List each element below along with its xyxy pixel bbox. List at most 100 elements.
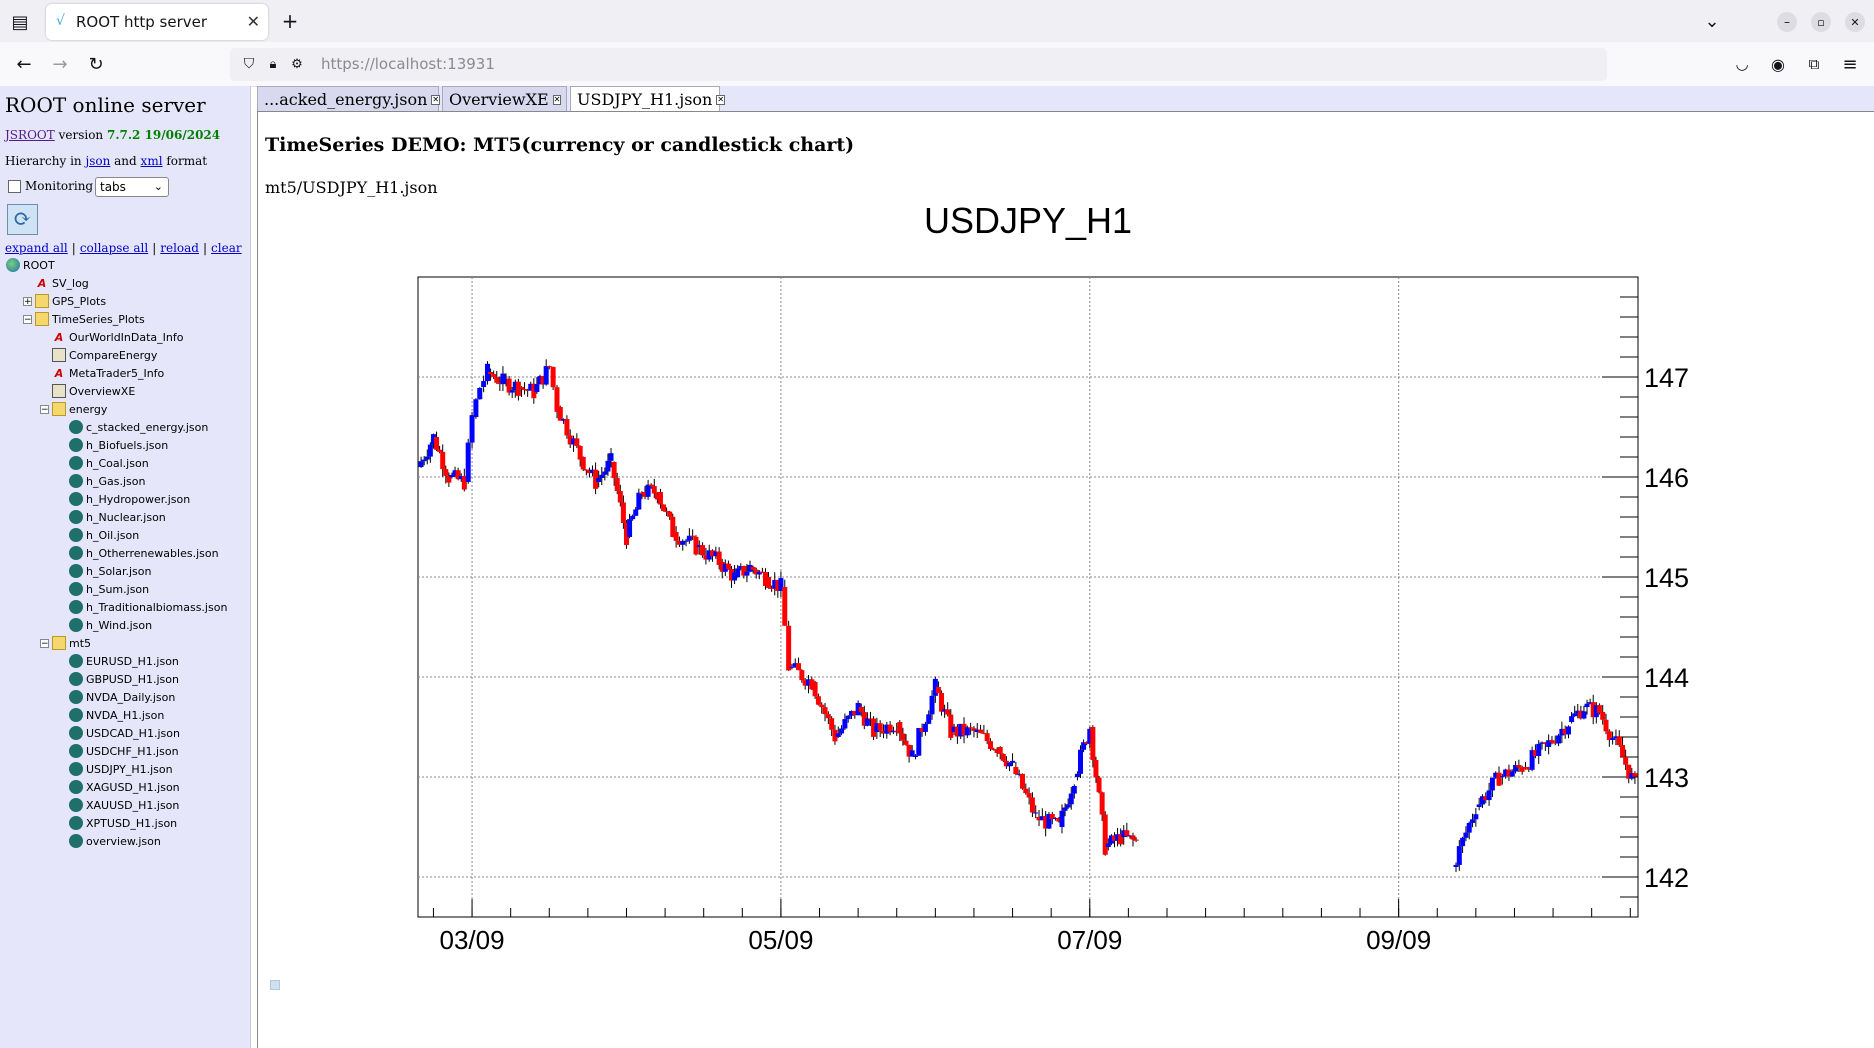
tree-item[interactable]: − mt5 xyxy=(40,634,91,652)
candle-body xyxy=(657,492,663,505)
clear-link[interactable]: clear xyxy=(211,241,242,255)
tree-item[interactable]: A MetaTrader5_Info xyxy=(40,364,165,382)
tree-item[interactable]: + GPS_Plots xyxy=(23,292,106,310)
close-tab-icon[interactable]: ✕ xyxy=(552,94,562,105)
tree-item[interactable]: c_stacked_energy.json xyxy=(57,418,208,436)
tree-item[interactable]: XPTUSD_H1.json xyxy=(57,814,177,832)
collapse-icon[interactable]: − xyxy=(40,638,49,649)
tree-item[interactable]: ROOT xyxy=(6,256,55,274)
root-favicon-icon: √ xyxy=(56,13,65,29)
tree-item[interactable]: − TimeSeries_Plots xyxy=(23,310,145,328)
demo-path: mt5/USDJPY_H1.json xyxy=(265,178,438,197)
tree-item[interactable]: OverviewXE xyxy=(40,382,135,400)
candle-body xyxy=(673,532,679,541)
json-icon xyxy=(69,474,83,488)
candle-body xyxy=(1124,830,1130,836)
restore-icon[interactable]: ▫ xyxy=(1811,12,1831,32)
tree-item[interactable]: overview.json xyxy=(57,832,161,850)
tab-list-icon[interactable]: ▤ xyxy=(11,11,29,33)
new-tab-icon[interactable]: + xyxy=(281,9,299,33)
main-tab[interactable]: USDJPY_H1.json ✕ xyxy=(570,86,726,112)
left-browser-panel: ROOT online server JSROOT version 7.7.2 … xyxy=(0,86,251,1048)
tree-item[interactable]: h_Coal.json xyxy=(57,454,149,472)
tree-item[interactable]: A SV_log xyxy=(23,274,89,292)
close-window-icon[interactable]: ✕ xyxy=(1845,12,1865,32)
minimize-icon[interactable]: – xyxy=(1777,12,1797,32)
tree-item[interactable]: NVDA_H1.json xyxy=(57,706,164,724)
monitoring-checkbox[interactable] xyxy=(8,179,21,193)
main-tab[interactable]: ...acked_energy.json ✕ xyxy=(257,86,441,112)
chevron-down-icon[interactable]: ⌄ xyxy=(1704,10,1720,32)
xml-link[interactable]: xml xyxy=(140,154,163,168)
close-tab-icon[interactable]: ✕ xyxy=(716,94,726,105)
tree-item[interactable]: − energy xyxy=(40,400,107,418)
expand-icon[interactable]: + xyxy=(23,296,32,307)
permissions-icon[interactable]: ⚙ xyxy=(291,56,303,72)
candle-body xyxy=(855,702,861,716)
monitoring-label: Monitoring xyxy=(25,179,94,193)
candle-body xyxy=(1569,716,1575,722)
tree-item[interactable]: XAUUSD_H1.json xyxy=(57,796,179,814)
tree-item[interactable]: h_Traditionalbiomass.json xyxy=(57,598,227,616)
forward-icon[interactable]: → xyxy=(52,53,68,75)
tree-item[interactable]: USDJPY_H1.json xyxy=(57,760,173,778)
histogram-icon: A xyxy=(54,330,64,344)
candle-body xyxy=(719,562,725,572)
candlestick-chart[interactable]: USDJPY_H1 142 143 144 145 146 147 03/09 05/09 07/… xyxy=(260,190,1710,960)
tree-item[interactable]: h_Otherrenewables.json xyxy=(57,544,219,562)
lock-icon[interactable]: 🔒︎ xyxy=(269,56,277,72)
tree-item[interactable]: A OurWorldInData_Info xyxy=(40,328,184,346)
tree-item-label: h_Oil.json xyxy=(86,528,140,542)
expand-all-link[interactable]: expand all xyxy=(5,241,68,255)
candle-body xyxy=(661,504,667,512)
candle-body xyxy=(819,704,825,708)
monitoring-toggle[interactable]: Monitoring xyxy=(8,179,93,193)
tree-item[interactable]: NVDA_Daily.json xyxy=(57,688,175,706)
candle-body xyxy=(1006,762,1012,767)
pocket-icon[interactable]: ◡ xyxy=(1735,55,1749,73)
tree-item[interactable]: XAGUSD_H1.json xyxy=(57,778,180,796)
tree-item[interactable]: h_Gas.json xyxy=(57,472,145,490)
tree-item[interactable]: h_Biofuels.json xyxy=(57,436,168,454)
url-text[interactable]: https://localhost:13931 xyxy=(321,55,495,73)
main-tab[interactable]: OverviewXE ✕ xyxy=(442,86,567,112)
back-icon[interactable]: ← xyxy=(16,53,32,75)
tree-item-label: USDCHF_H1.json xyxy=(86,744,179,758)
extensions-icon[interactable]: ⧉ xyxy=(1808,55,1820,73)
candle-body xyxy=(926,714,932,724)
tree-item[interactable]: h_Wind.json xyxy=(57,616,152,634)
reload-link[interactable]: reload xyxy=(160,241,199,255)
tree-item[interactable]: GBPUSD_H1.json xyxy=(57,670,179,688)
collapse-all-link[interactable]: collapse all xyxy=(79,241,149,255)
collapse-icon[interactable]: − xyxy=(40,404,49,415)
tree-item[interactable]: h_Sum.json xyxy=(57,580,149,598)
version-value: 7.7.2 19/06/2024 xyxy=(106,128,221,142)
candle-body xyxy=(1003,760,1009,767)
browser-tab[interactable]: √ ROOT http server ✕ xyxy=(46,4,268,40)
tree-item[interactable]: CompareEnergy xyxy=(40,346,157,364)
tree-item[interactable]: h_Oil.json xyxy=(57,526,139,544)
tree-item[interactable]: h_Solar.json xyxy=(57,562,151,580)
shield-icon[interactable]: ⛉ xyxy=(243,56,255,72)
tree-item[interactable]: EURUSD_H1.json xyxy=(57,652,179,670)
reload-page-icon[interactable]: ↻ xyxy=(88,53,104,75)
tree-item[interactable]: USDCHF_H1.json xyxy=(57,742,179,760)
tree-item[interactable]: h_Hydropower.json xyxy=(57,490,190,508)
candle-body xyxy=(753,569,759,575)
tree-item[interactable]: USDCAD_H1.json xyxy=(57,724,180,742)
collapse-icon[interactable]: − xyxy=(23,314,32,325)
layout-select[interactable]: tabs ⌄ xyxy=(95,177,169,197)
reload-icon[interactable]: ⟳ xyxy=(7,204,38,235)
candle-body xyxy=(1023,788,1029,794)
close-tab-icon[interactable]: ✕ xyxy=(431,94,441,105)
url-bar[interactable]: ⛉ 🔒︎ ⚙ https://localhost:13931 xyxy=(230,48,1607,81)
close-tab-icon[interactable]: ✕ xyxy=(246,12,260,31)
jsroot-link[interactable]: JSROOT xyxy=(5,128,55,142)
candle-body xyxy=(540,376,546,385)
menu-icon[interactable]: ≡ xyxy=(1842,53,1858,75)
tree-item[interactable]: h_Nuclear.json xyxy=(57,508,166,526)
candle-body xyxy=(954,726,960,737)
json-link[interactable]: json xyxy=(85,154,111,168)
candle-body xyxy=(1606,731,1612,740)
account-icon[interactable]: ◉ xyxy=(1771,54,1785,74)
